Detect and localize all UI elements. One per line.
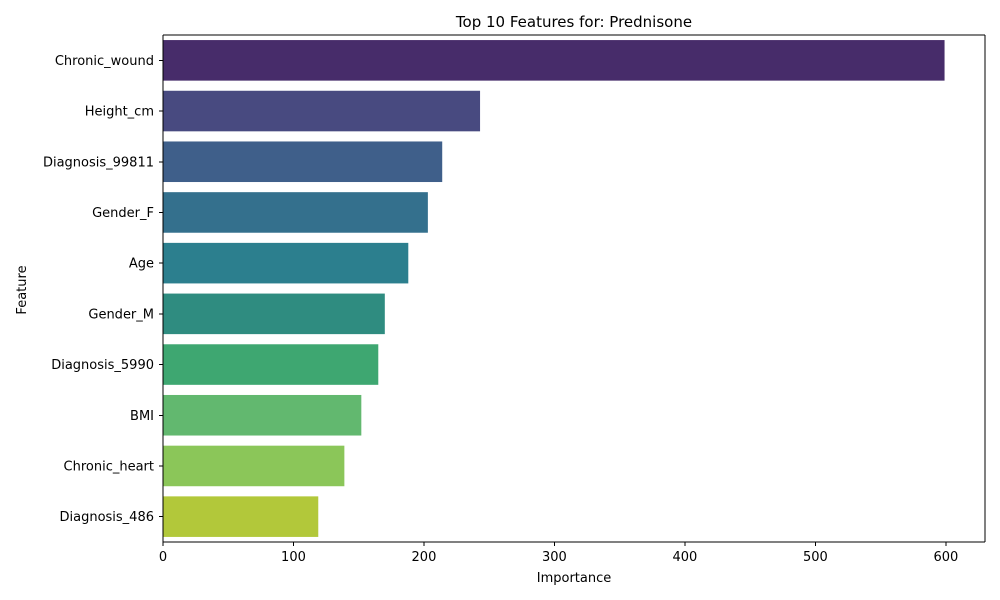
bar-gender-f: [163, 192, 428, 233]
y-tick-label: Age: [129, 257, 154, 272]
chart-title: Top 10 Features for: Prednisone: [455, 13, 692, 31]
axes-layer: [162, 34, 986, 543]
y-tick-label: Chronic_heart: [64, 459, 154, 474]
x-axis-label: Importance: [537, 571, 612, 586]
x-tick-label: 200: [412, 550, 437, 565]
x-tick-label: 100: [281, 550, 306, 565]
y-tick-label: Diagnosis_99811: [43, 155, 154, 170]
y-tick-label: Chronic_wound: [55, 54, 154, 69]
bar-chronic-wound: [163, 40, 945, 81]
y-tick-label: Diagnosis_486: [59, 510, 154, 525]
x-tick-label: 300: [542, 550, 567, 565]
bar-diagnosis-5990: [163, 344, 379, 385]
bar-gender-m: [163, 293, 385, 335]
bar-diagnosis-99811: [163, 141, 443, 183]
y-tick-label: BMI: [130, 409, 154, 424]
x-tick-label: 0: [159, 550, 167, 565]
y-tick-label: Gender_M: [88, 307, 154, 322]
bar-diagnosis-486: [163, 496, 319, 537]
bar-height-cm: [163, 90, 481, 132]
y-tick-label: Height_cm: [85, 105, 154, 120]
bar-bmi: [163, 394, 362, 436]
y-tick-label: Gender_F: [92, 206, 154, 221]
x-tick-label: 400: [672, 550, 697, 565]
y-axis-label: Feature: [15, 265, 30, 314]
x-tick-label: 600: [933, 550, 958, 565]
bar-chronic-heart: [163, 445, 345, 487]
bars-layer: [163, 40, 945, 537]
x-ticks-layer: 0 100 200 300 400 500 600: [159, 542, 958, 565]
bar-age: [163, 242, 409, 284]
x-tick-label: 500: [803, 550, 828, 565]
y-tick-label: Diagnosis_5990: [51, 358, 154, 373]
y-ticks-layer: Chronic_wound Height_cm Diagnosis_99811 Gen…: [43, 54, 163, 525]
